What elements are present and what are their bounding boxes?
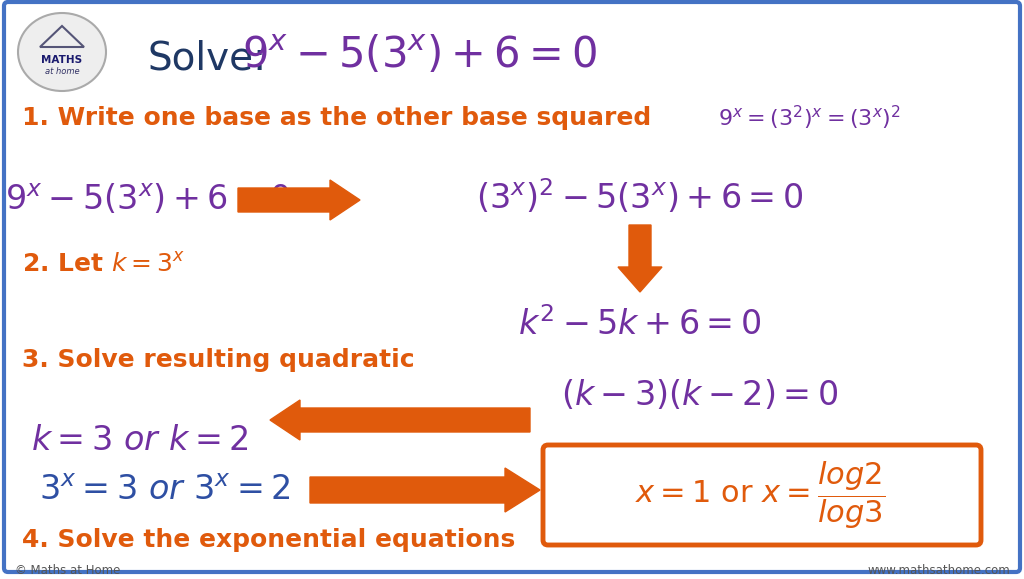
Text: $k^2-5k+6 = 0$: $k^2-5k+6 = 0$ xyxy=(518,307,762,342)
Text: 3. Solve resulting quadratic: 3. Solve resulting quadratic xyxy=(22,348,415,372)
Text: $(3^x)^2-5(3^x)+6 = 0$: $(3^x)^2-5(3^x)+6 = 0$ xyxy=(476,178,804,217)
Polygon shape xyxy=(618,225,662,292)
Text: $k = 3\ or\ k = 2$: $k = 3\ or\ k = 2$ xyxy=(31,423,249,456)
Text: $9^x = (3^2)^x = (3^x)^2$: $9^x = (3^2)^x = (3^x)^2$ xyxy=(719,104,901,132)
Text: 1. Write one base as the other base squared: 1. Write one base as the other base squa… xyxy=(22,106,651,130)
Polygon shape xyxy=(40,26,84,47)
Text: $9^x-5(3^x)+6=0$: $9^x-5(3^x)+6=0$ xyxy=(5,183,291,217)
Text: MATHS: MATHS xyxy=(41,55,83,65)
Text: © Maths at Home: © Maths at Home xyxy=(15,563,121,577)
Text: $(k-3)(k-2) = 0$: $(k-3)(k-2) = 0$ xyxy=(561,378,839,412)
Text: Solve:: Solve: xyxy=(148,39,267,77)
Text: at home: at home xyxy=(45,68,79,76)
Ellipse shape xyxy=(18,13,106,91)
Polygon shape xyxy=(270,400,530,440)
Text: www.mathsathome.com: www.mathsathome.com xyxy=(867,563,1010,577)
Polygon shape xyxy=(238,180,360,220)
Text: 2. Let $k = 3^x$: 2. Let $k = 3^x$ xyxy=(22,253,185,277)
FancyBboxPatch shape xyxy=(543,445,981,545)
Text: $9^x-5(3^x)+6=0$: $9^x-5(3^x)+6=0$ xyxy=(243,34,598,76)
Text: 4. Solve the exponential equations: 4. Solve the exponential equations xyxy=(22,528,515,552)
Text: $x = 1\ \mathrm{or}\ x = \dfrac{log2}{log3}$: $x = 1\ \mathrm{or}\ x = \dfrac{log2}{lo… xyxy=(635,459,885,531)
Text: $3^x = 3\ or\ 3^x = 2$: $3^x = 3\ or\ 3^x = 2$ xyxy=(39,474,291,507)
Polygon shape xyxy=(310,468,540,512)
FancyBboxPatch shape xyxy=(4,2,1020,572)
